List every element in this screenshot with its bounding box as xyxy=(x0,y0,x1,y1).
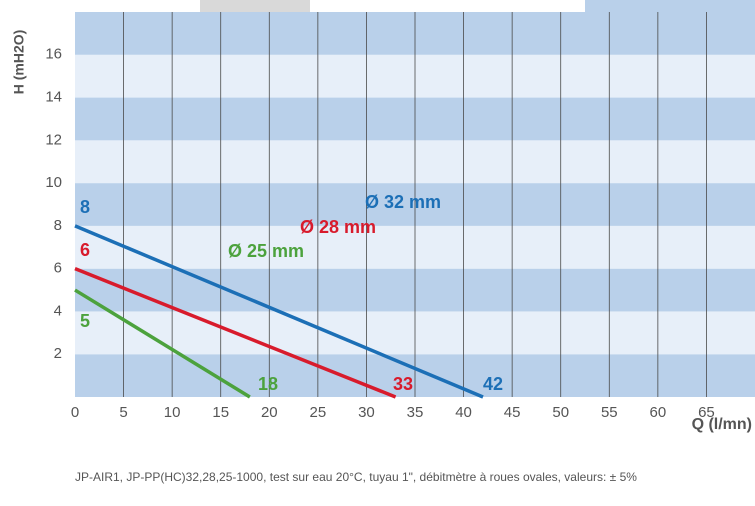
x-tick-label: 45 xyxy=(504,404,521,421)
line xyxy=(74,224,484,399)
y-tick-label: 16 xyxy=(45,46,62,63)
start-label: 6 xyxy=(80,240,90,260)
x-tick-label: 50 xyxy=(552,404,569,421)
x-tick-label: 55 xyxy=(601,404,618,421)
end-label: 42 xyxy=(483,374,503,394)
line xyxy=(74,267,397,399)
end-label: 18 xyxy=(258,374,278,394)
x-tick-label: 10 xyxy=(164,404,181,421)
x-axis-label: Q (l/mn) xyxy=(692,416,752,433)
y-tick-label: 12 xyxy=(45,131,62,148)
series-label: Ø 32 mm xyxy=(365,192,441,212)
start-label: 5 xyxy=(80,311,90,331)
x-tick-label: 30 xyxy=(358,404,375,421)
x-tick-label: 25 xyxy=(310,404,327,421)
photo-fragment xyxy=(200,0,310,12)
x-tick-label: 15 xyxy=(212,404,229,421)
x-tick-label: 60 xyxy=(650,404,667,421)
y-tick-label: 14 xyxy=(45,89,62,106)
series-label: Ø 25 mm xyxy=(228,241,304,261)
y-tick-label: 2 xyxy=(54,345,62,362)
start-label: 8 xyxy=(80,197,90,217)
x-tick-label: 40 xyxy=(455,404,472,421)
x-tick-label: 20 xyxy=(261,404,278,421)
series-label: Ø 28 mm xyxy=(300,217,376,237)
y-tick-label: 8 xyxy=(54,217,62,234)
y-tick-label: 6 xyxy=(54,260,62,277)
y-axis-label: H (mH2O) xyxy=(11,30,27,95)
x-tick-label: 0 xyxy=(71,404,79,421)
end-label: 33 xyxy=(393,374,413,394)
x-tick-label: 65 xyxy=(698,404,715,421)
footnote: JP-AIR1, JP-PP(HC)32,28,25-1000, test su… xyxy=(75,470,637,484)
header-fragment xyxy=(585,0,755,12)
y-tick-label: 10 xyxy=(45,174,62,191)
y-tick-label: 4 xyxy=(54,302,62,319)
x-tick-label: 35 xyxy=(407,404,424,421)
x-tick-label: 5 xyxy=(119,404,127,421)
line xyxy=(74,288,251,399)
